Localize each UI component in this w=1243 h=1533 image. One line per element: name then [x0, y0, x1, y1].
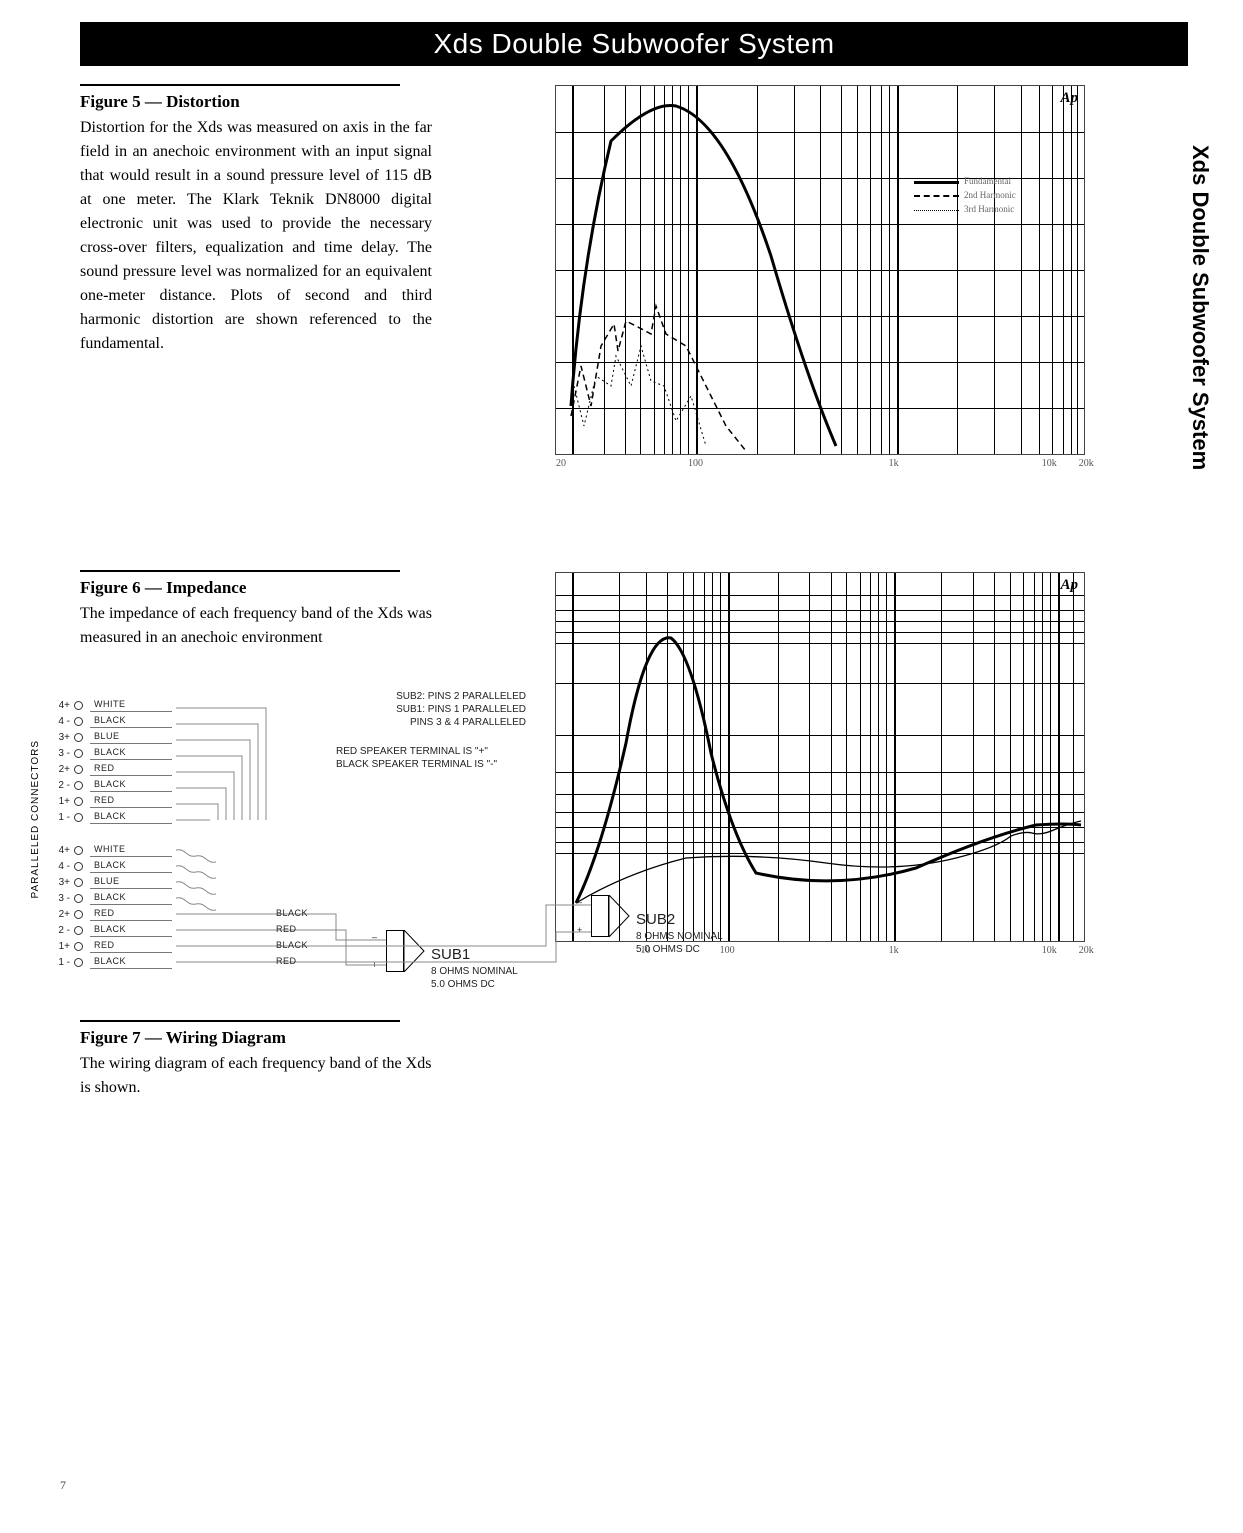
figure-5-title: Figure 5 — Distortion	[80, 92, 432, 112]
pin-circle-icon	[74, 813, 83, 822]
xtick: 20k	[1079, 945, 1094, 956]
pin-label: 2 -	[48, 780, 70, 791]
wire-underline	[90, 856, 172, 857]
wire-color-label: BLACK	[94, 956, 126, 966]
figure-6-title: Figure 6 — Impedance	[80, 578, 432, 598]
pin-label: 2+	[48, 909, 70, 920]
pin-circle-icon	[74, 765, 83, 774]
pin-label: 4+	[48, 700, 70, 711]
pin-label: 3 -	[48, 893, 70, 904]
wire-underline	[90, 727, 172, 728]
xtick: 20k	[1079, 458, 1094, 469]
wire-color-label: BLUE	[94, 876, 120, 886]
wire-paths	[36, 700, 756, 1020]
wire-color-label: RED	[94, 795, 115, 805]
page-header: Xds Double Subwoofer System	[80, 22, 1188, 66]
wiring-diagram: PARALLELED CONNECTORS SUB2: PINS 2 PARAL…	[36, 700, 756, 1020]
pin-circle-icon	[74, 781, 83, 790]
wire-underline	[90, 872, 172, 873]
xtick: 10k	[1042, 945, 1057, 956]
wire-color-label-right: BLACK	[276, 908, 308, 918]
wire-underline	[90, 904, 172, 905]
wire-underline	[90, 823, 172, 824]
wire-underline	[90, 888, 172, 889]
pin-circle-icon	[74, 942, 83, 951]
pin-circle-icon	[74, 958, 83, 967]
pin-circle-icon	[74, 894, 83, 903]
pin-circle-icon	[74, 910, 83, 919]
figure-rule	[80, 84, 400, 86]
xtick: 100	[688, 458, 703, 469]
wire-color-label: BLACK	[94, 860, 126, 870]
page-number: 7	[60, 1478, 66, 1493]
figure-rule	[80, 570, 400, 572]
xtick: 10k	[1042, 458, 1057, 469]
wire-color-label: BLACK	[94, 715, 126, 725]
distortion-chart: Ap Fundamental 2nd Harmonic 3rd Harmonic	[555, 85, 1085, 455]
wire-underline	[90, 791, 172, 792]
pin-circle-icon	[74, 701, 83, 710]
wire-underline	[90, 711, 172, 712]
pin-label: 3+	[48, 732, 70, 743]
wire-color-label: BLACK	[94, 924, 126, 934]
wire-underline	[90, 968, 172, 969]
wire-color-label-right: RED	[276, 956, 297, 966]
pin-circle-icon	[74, 926, 83, 935]
wire-color-label: RED	[94, 763, 115, 773]
pin-circle-icon	[74, 733, 83, 742]
pin-circle-icon	[74, 749, 83, 758]
pin-circle-icon	[74, 797, 83, 806]
figure-7-title: Figure 7 — Wiring Diagram	[80, 1028, 432, 1048]
pin-circle-icon	[74, 846, 83, 855]
pin-label: 2+	[48, 764, 70, 775]
pin-label: 3 -	[48, 748, 70, 759]
wire-color-label: BLACK	[94, 811, 126, 821]
xtick: 1k	[889, 458, 899, 469]
wire-color-label: WHITE	[94, 844, 126, 854]
wire-color-label: BLACK	[94, 779, 126, 789]
wire-color-label-right: RED	[276, 924, 297, 934]
pin-label: 4 -	[48, 861, 70, 872]
wire-underline	[90, 920, 172, 921]
figure-5-block: Figure 5 — Distortion Distortion for the…	[80, 84, 432, 356]
wire-color-label: BLACK	[94, 747, 126, 757]
figure-6-body: The impedance of each frequency band of …	[80, 602, 432, 650]
pin-label: 2 -	[48, 925, 70, 936]
xtick: 1k	[889, 945, 899, 956]
side-label: Xds Double Subwoofer System	[1187, 145, 1213, 470]
figure-5-body: Distortion for the Xds was measured on a…	[80, 116, 432, 356]
wire-color-label: RED	[94, 940, 115, 950]
wire-underline	[90, 936, 172, 937]
pin-circle-icon	[74, 878, 83, 887]
wire-underline	[90, 952, 172, 953]
figure-7-body: The wiring diagram of each frequency ban…	[80, 1052, 432, 1100]
figure-rule	[80, 1020, 400, 1022]
pin-label: 1+	[48, 941, 70, 952]
wire-underline	[90, 807, 172, 808]
pin-label: 3+	[48, 877, 70, 888]
header-title: Xds Double Subwoofer System	[433, 28, 834, 60]
wire-underline	[90, 759, 172, 760]
figure-6-block: Figure 6 — Impedance The impedance of ea…	[80, 570, 432, 650]
wire-color-label: RED	[94, 908, 115, 918]
figure-7-block: Figure 7 — Wiring Diagram The wiring dia…	[80, 1020, 432, 1100]
wire-color-label-right: BLACK	[276, 940, 308, 950]
wire-color-label: BLACK	[94, 892, 126, 902]
wire-underline	[90, 775, 172, 776]
pin-label: 1+	[48, 796, 70, 807]
pin-label: 1 -	[48, 957, 70, 968]
wire-underline	[90, 743, 172, 744]
distortion-curves	[556, 86, 1086, 456]
pin-circle-icon	[74, 862, 83, 871]
pin-label: 1 -	[48, 812, 70, 823]
pin-label: 4+	[48, 845, 70, 856]
xtick: 20	[556, 458, 566, 469]
pin-circle-icon	[74, 717, 83, 726]
wire-color-label: WHITE	[94, 699, 126, 709]
pin-label: 4 -	[48, 716, 70, 727]
wire-color-label: BLUE	[94, 731, 120, 741]
